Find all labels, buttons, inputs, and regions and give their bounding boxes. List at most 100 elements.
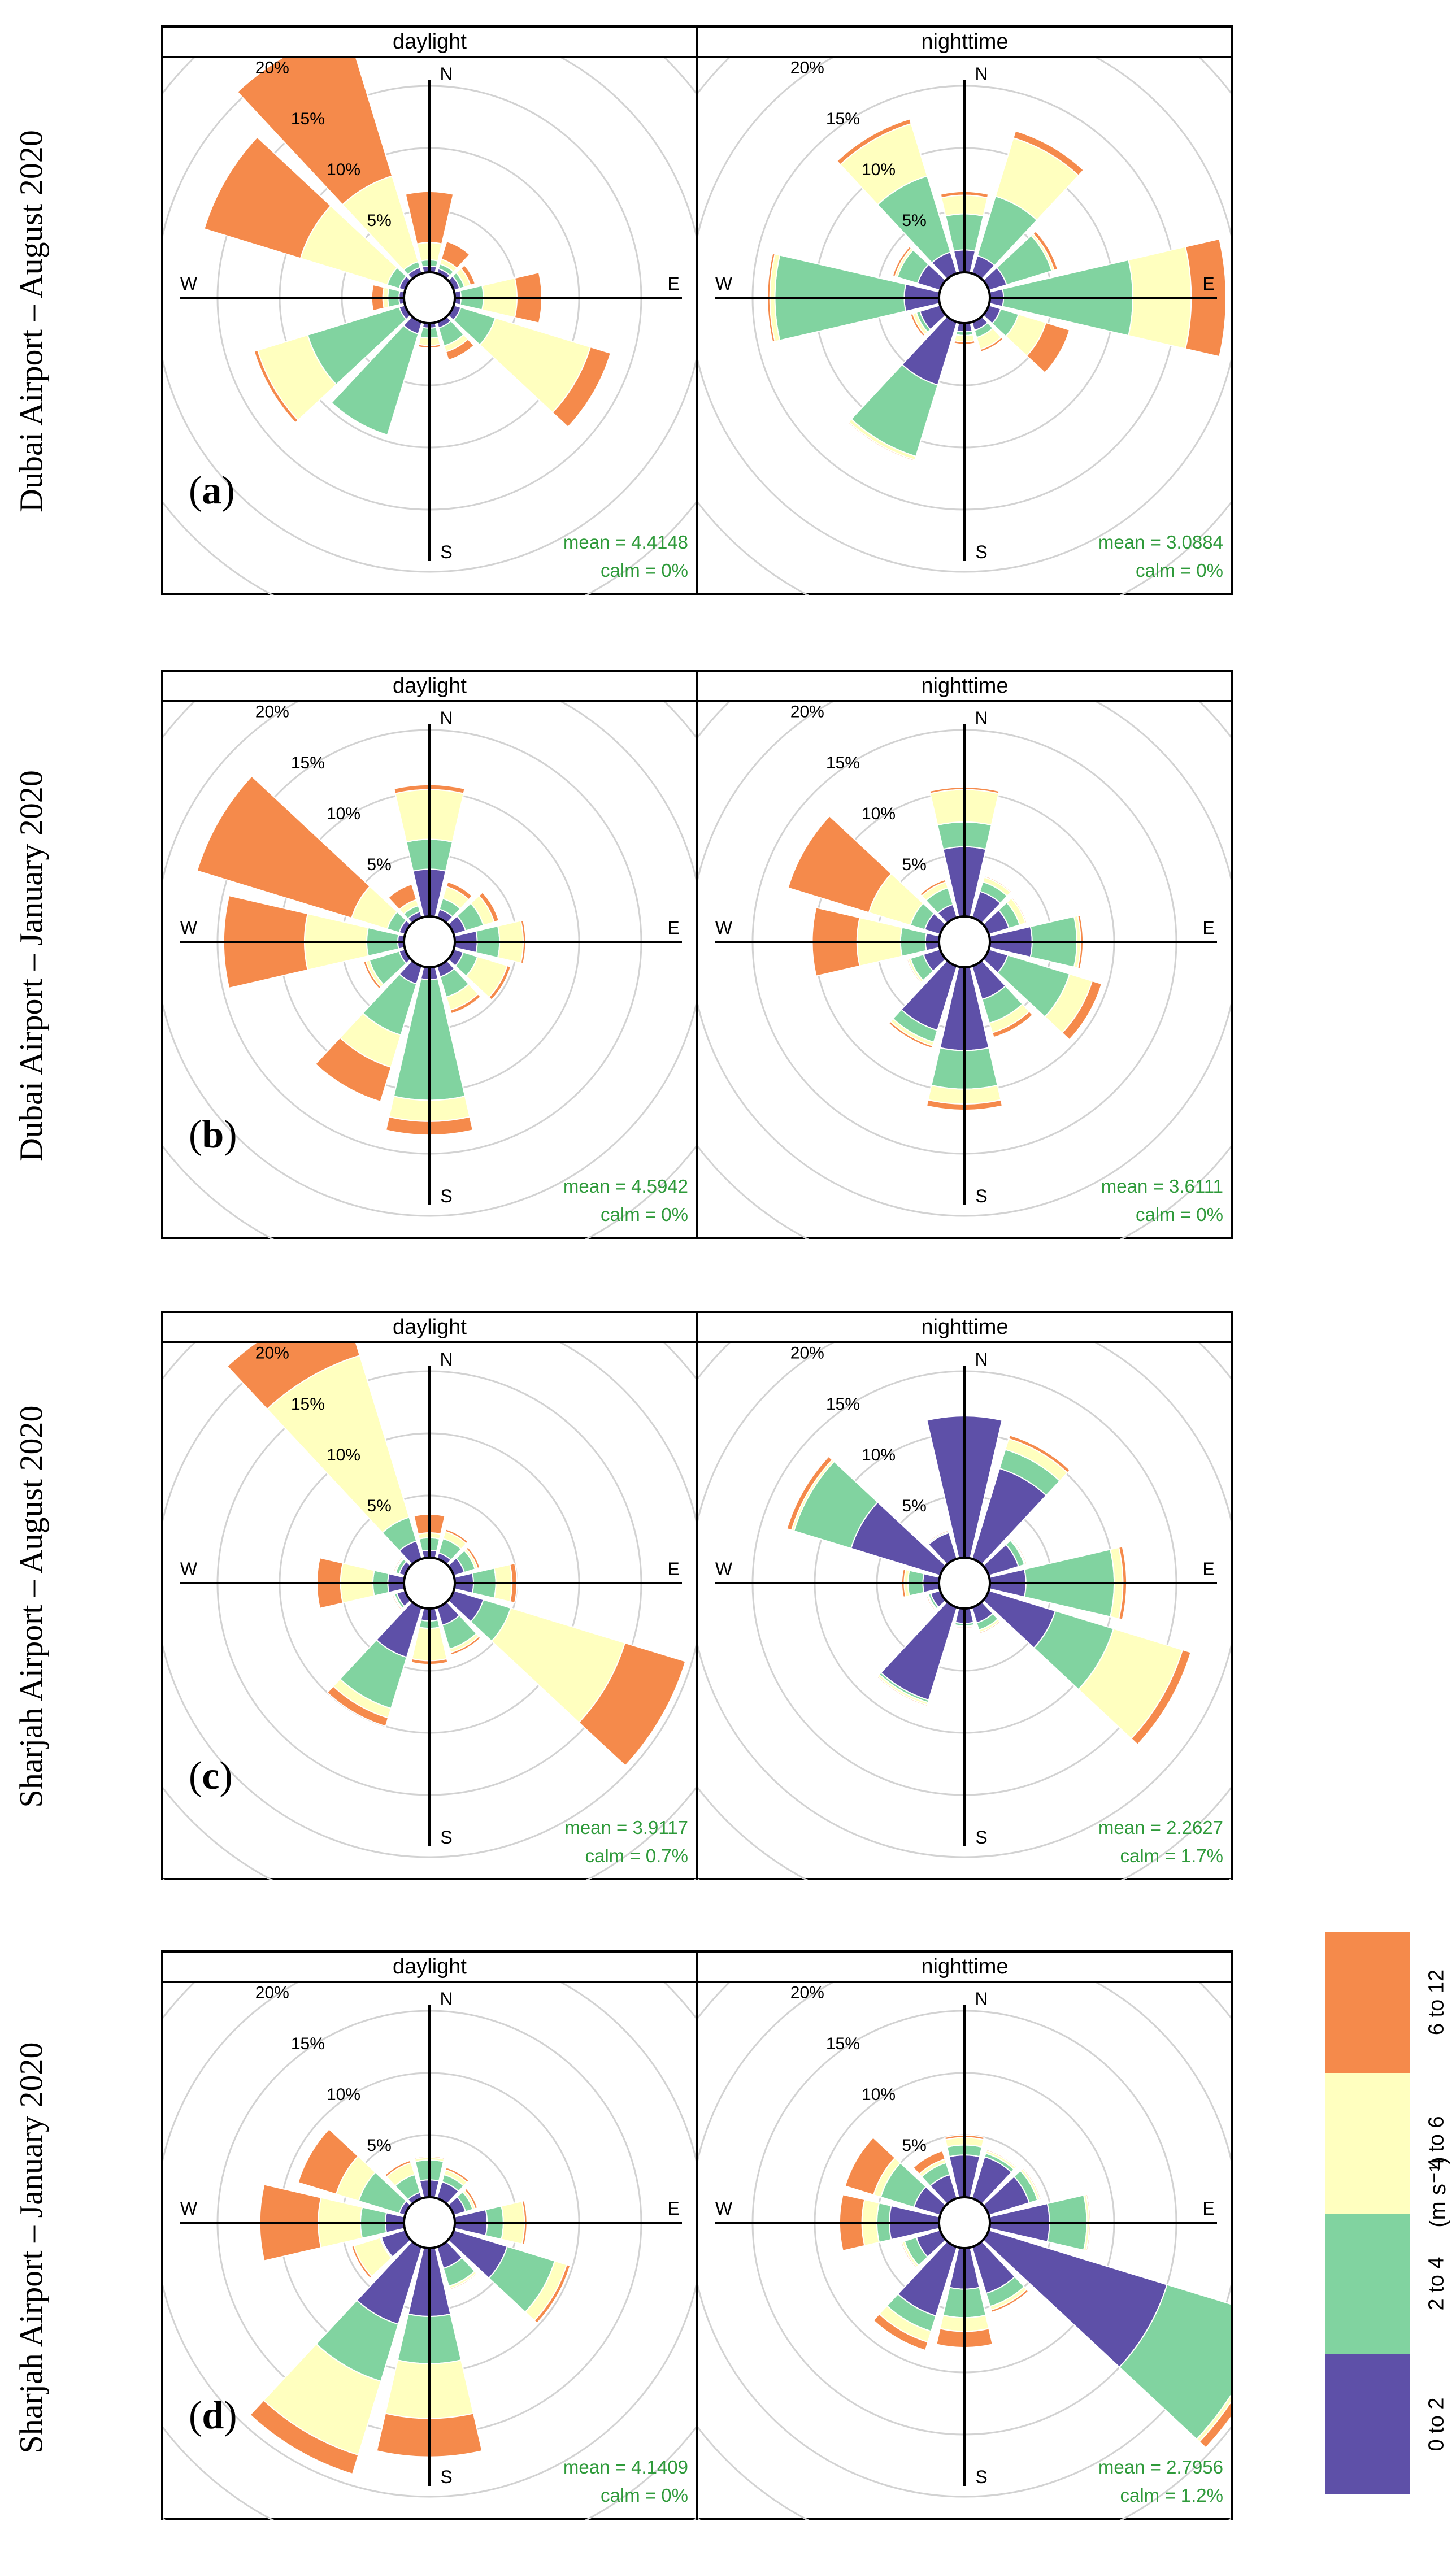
petal-segment xyxy=(1118,1546,1127,1620)
compass-label-w: W xyxy=(715,273,733,294)
ring-label: 15% xyxy=(826,1395,860,1414)
ring-label: 15% xyxy=(291,1395,325,1414)
petal-segment xyxy=(387,883,418,911)
row-label-d: Sharjah Airport – January 2020 xyxy=(12,2042,50,2454)
compass-label-e: E xyxy=(667,1559,679,1579)
petal-segment xyxy=(919,879,947,897)
petal-segment xyxy=(979,336,1004,353)
calm-text: calm = 0% xyxy=(1136,560,1223,581)
petal-segment xyxy=(445,338,475,361)
grid-ring xyxy=(163,1343,696,1858)
compass-label-n: N xyxy=(440,708,453,728)
ring-label: 20% xyxy=(255,1984,289,2002)
grid-ring xyxy=(163,1983,696,2498)
petal-segment xyxy=(326,1685,389,1727)
petal-segment xyxy=(551,346,611,428)
calm-text: calm = 1.7% xyxy=(1120,1845,1224,1866)
compass-label-w: W xyxy=(180,918,198,938)
petal-segment xyxy=(414,2155,445,2160)
row-label-b: Dubai Airport – January 2020 xyxy=(12,770,50,1162)
petal-segment xyxy=(450,1635,482,1656)
petal-segment xyxy=(847,421,916,462)
compass-label-s: S xyxy=(440,1186,452,1206)
compass-label-w: W xyxy=(180,1559,198,1579)
panel-strip-nighttime: nighttime xyxy=(698,1953,1231,1983)
petal-segment xyxy=(787,815,892,914)
ring-label: 10% xyxy=(327,1446,360,1464)
petal-segment xyxy=(925,1593,937,1612)
mean-text: mean = 2.7956 xyxy=(1098,2457,1223,2477)
petal-segment xyxy=(460,264,476,286)
petal-segment xyxy=(912,2150,946,2175)
legend-unit: (m s⁻¹) xyxy=(1425,2157,1450,2228)
petal-segment xyxy=(925,1529,950,1545)
compass-label-w: W xyxy=(180,2198,198,2219)
petal-segment xyxy=(985,2149,1018,2169)
petal-segment xyxy=(991,1010,1034,1038)
ring-label: 15% xyxy=(291,754,325,772)
mean-text: mean = 4.4148 xyxy=(563,532,688,553)
panel-strip-nighttime: nighttime xyxy=(698,1313,1231,1343)
ring-label: 10% xyxy=(327,2085,360,2104)
ring-label: 15% xyxy=(291,2035,325,2053)
petal-segment xyxy=(444,1528,469,1545)
ring-label: 5% xyxy=(902,211,926,230)
compass-label-n: N xyxy=(440,1989,453,2009)
petal-segment xyxy=(929,786,1000,794)
calm-text: calm = 0% xyxy=(1136,1204,1223,1225)
panel-strip-daylight: daylight xyxy=(163,672,696,702)
ring-label: 20% xyxy=(790,59,824,77)
calm-text: calm = 0% xyxy=(601,2485,688,2506)
panel-strip-nighttime: nighttime xyxy=(698,28,1231,58)
calm-circle xyxy=(403,2196,456,2249)
petal-segment xyxy=(892,245,912,277)
legend-swatch-0-2 xyxy=(1325,2354,1410,2494)
mean-text: mean = 3.9117 xyxy=(564,1817,688,1838)
legend-label-0-2: 0 to 2 xyxy=(1424,2397,1449,2451)
ring-label: 20% xyxy=(255,703,289,721)
color-legend: 6 to 12 4 to 6 2 to 4 0 to 2 xyxy=(1325,1932,1449,2494)
petal-segment xyxy=(906,958,923,984)
petal-segment xyxy=(1077,914,1084,970)
grid-ring xyxy=(163,58,696,573)
petal-segment xyxy=(196,775,371,919)
legend-swatch-2-4 xyxy=(1325,2213,1410,2354)
compass-label-e: E xyxy=(667,2198,679,2219)
ring-label: 5% xyxy=(902,855,926,874)
compass-label-s: S xyxy=(440,542,452,562)
compass-label-w: W xyxy=(715,918,733,938)
petal-segment xyxy=(463,2187,479,2210)
panel-letter: (b) xyxy=(189,1113,237,1157)
mean-text: mean = 4.1409 xyxy=(563,2457,688,2477)
calm-circle xyxy=(938,915,991,968)
compass-label-w: W xyxy=(180,273,198,294)
grid-ring xyxy=(698,702,1231,1217)
petal-segment xyxy=(767,253,776,343)
petal-segment xyxy=(392,1556,404,1573)
petal-segment xyxy=(979,1620,1002,1635)
petal-segment xyxy=(1061,980,1103,1041)
legend-label-2-4: 2 to 4 xyxy=(1424,2257,1449,2311)
ring-label: 10% xyxy=(862,805,896,823)
ring-label: 5% xyxy=(367,2136,391,2155)
petal-segment xyxy=(351,2245,373,2279)
petal-segment xyxy=(297,2128,359,2195)
panel-strip-daylight: daylight xyxy=(163,1953,696,1983)
compass-label-s: S xyxy=(440,1827,452,1848)
legend-swatch-4-6 xyxy=(1325,2072,1410,2214)
legend-swatch-6-12 xyxy=(1325,1932,1410,2073)
compass-label-s: S xyxy=(440,2467,452,2487)
petal-segment xyxy=(900,2241,918,2269)
calm-circle xyxy=(938,1557,991,1610)
petal-segment xyxy=(872,2313,929,2351)
petal-segment xyxy=(1010,1537,1028,1566)
petal-segment xyxy=(844,2136,896,2196)
petal-segment xyxy=(1085,2193,1092,2252)
petal-segment xyxy=(236,58,393,206)
calm-text: calm = 0.7% xyxy=(585,1845,689,1866)
